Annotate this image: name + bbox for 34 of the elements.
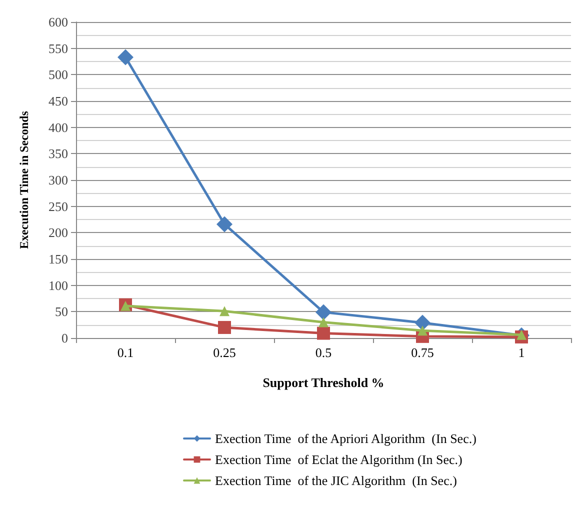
x-tick-label: 0.5 <box>315 345 332 360</box>
y-tick-label: 250 <box>48 198 68 214</box>
x-tick-label: 0.75 <box>411 345 434 360</box>
x-tick-label: 1 <box>518 345 525 360</box>
y-tick-label: 0 <box>62 330 68 346</box>
point <box>418 326 428 336</box>
x-tick-label: 0.25 <box>213 345 236 360</box>
y-tick-label: 350 <box>48 146 68 162</box>
point <box>118 49 134 66</box>
point <box>414 314 430 331</box>
point <box>216 216 232 232</box>
point <box>317 326 330 340</box>
legend-label: Exection Time of the Apriori Algorithm (In Sec.) <box>215 431 476 446</box>
y-tick-label: 100 <box>48 278 68 293</box>
y-tick-label: 600 <box>48 14 68 30</box>
y-tick-label: 500 <box>48 67 68 82</box>
point <box>516 330 526 340</box>
y-tick-label: 400 <box>48 120 68 135</box>
y-axis-title: Execution Time in Seconds <box>17 110 31 249</box>
y-tick-label: 550 <box>48 40 68 56</box>
point <box>218 320 231 334</box>
x-tick-label: 0.1 <box>117 345 134 360</box>
legend-label: Exection Time of Eclat the Algorithm (In Sec.) <box>215 452 462 467</box>
y-tick-label: 450 <box>48 94 68 108</box>
point <box>220 306 230 316</box>
legend-label: Exection Time of the JIC Algorithm (In Sec.) <box>215 473 457 488</box>
point <box>318 317 328 328</box>
point <box>316 304 332 320</box>
y-tick-label: 200 <box>48 225 68 240</box>
y-tick-label: 150 <box>48 252 68 266</box>
point <box>120 300 130 311</box>
x-axis-title: Support Threshold % <box>262 375 384 390</box>
y-tick-label: 300 <box>48 172 68 188</box>
y-tick-label: 50 <box>55 304 68 320</box>
